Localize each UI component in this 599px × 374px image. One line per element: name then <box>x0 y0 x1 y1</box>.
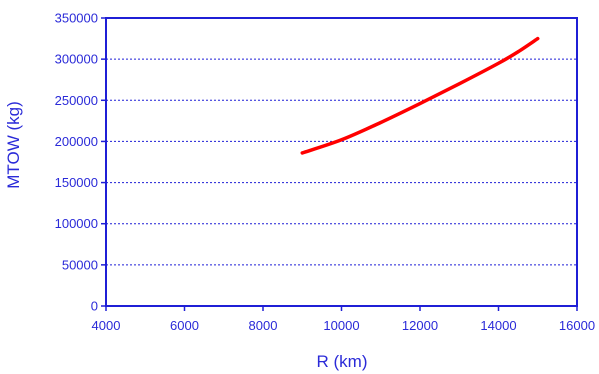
y-axis-ticks: 0 50000 100000 150000 200000 250000 300000 3500… <box>55 11 106 314</box>
x-tick-label-4000: 4000 <box>92 318 121 333</box>
y-tick-label-0: 0 <box>91 299 98 314</box>
y-tick-label-300000: 300000 <box>55 52 98 67</box>
x-tick-label-6000: 6000 <box>170 318 199 333</box>
x-tick-label-10000: 10000 <box>323 318 359 333</box>
x-tick-label-8000: 8000 <box>249 318 278 333</box>
x-tick-label-16000: 16000 <box>559 318 595 333</box>
series-line-0 <box>300 36 540 155</box>
x-axis-ticks: 4000 6000 8000 10000 12000 14000 16000 <box>92 306 595 333</box>
y-tick-label-100000: 100000 <box>55 216 98 231</box>
gridlines <box>106 58 577 266</box>
y-tick-label-200000: 200000 <box>55 134 98 149</box>
x-tick-label-12000: 12000 <box>402 318 438 333</box>
y-axis-title: MTOW (kg) <box>4 101 23 189</box>
plot-area <box>300 36 540 155</box>
y-tick-label-50000: 50000 <box>62 257 98 272</box>
y-tick-label-150000: 150000 <box>55 175 98 190</box>
x-tick-label-14000: 14000 <box>480 318 516 333</box>
x-axis-title: R (km) <box>317 352 368 371</box>
y-tick-label-250000: 250000 <box>55 93 98 108</box>
y-tick-label-350000: 350000 <box>55 11 98 26</box>
